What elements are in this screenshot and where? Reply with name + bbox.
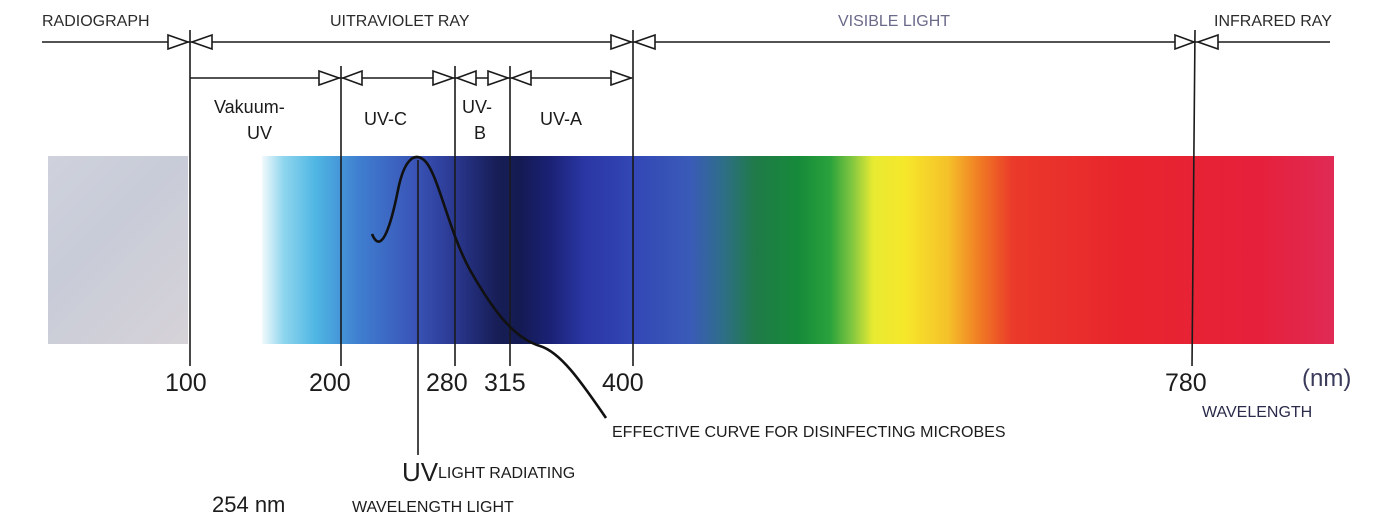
tick-label-100: 100 [165,369,207,397]
subband-axis-arrows [318,69,634,87]
band-uvb-line1: UV- [462,97,493,117]
wavelength-axis-label: WAVELENGTH [1202,404,1313,421]
radiograph-band [48,156,188,344]
uv-label: UV [402,457,439,487]
effective-disinfection-curve [370,155,608,419]
band-uvb-line2: B [474,123,487,143]
wavelength-unit: (nm) [1302,365,1352,392]
electromagnetic-spectrum-bar [262,156,1334,344]
uv-254nm-label: 254 nm [212,492,286,517]
tick-label-780: 780 [1165,369,1207,397]
tick-label-400: 400 [602,369,644,397]
region-radiograph: RADIOGRAPH [42,13,150,30]
wavelength-light-label: WAVELENGTH LIGHT [352,499,514,516]
region-infrared: INFRARED RAY [1214,13,1332,30]
tick-label-200: 200 [309,369,351,397]
effective-curve-label: EFFECTIVE CURVE FOR DISINFECTING MICROBE… [612,424,1006,441]
light-radiating-label: LIGHT RADIATING [438,465,576,482]
tick-label-280: 280 [426,369,468,397]
band-uva: UV-A [540,109,583,129]
top-axis-arrows [167,33,1219,51]
band-vacuum-uv-line2: UV [247,123,273,143]
band-vacuum-uv-line1: Vakuum- [214,97,285,117]
tick-label-315: 315 [484,369,526,397]
region-visible-light: VISIBLE LIGHT [838,13,951,30]
boundary-780-line [1191,29,1196,367]
region-ultraviolet: UITRAVIOLET RAY [330,13,470,30]
band-uvc: UV-C [364,109,408,129]
